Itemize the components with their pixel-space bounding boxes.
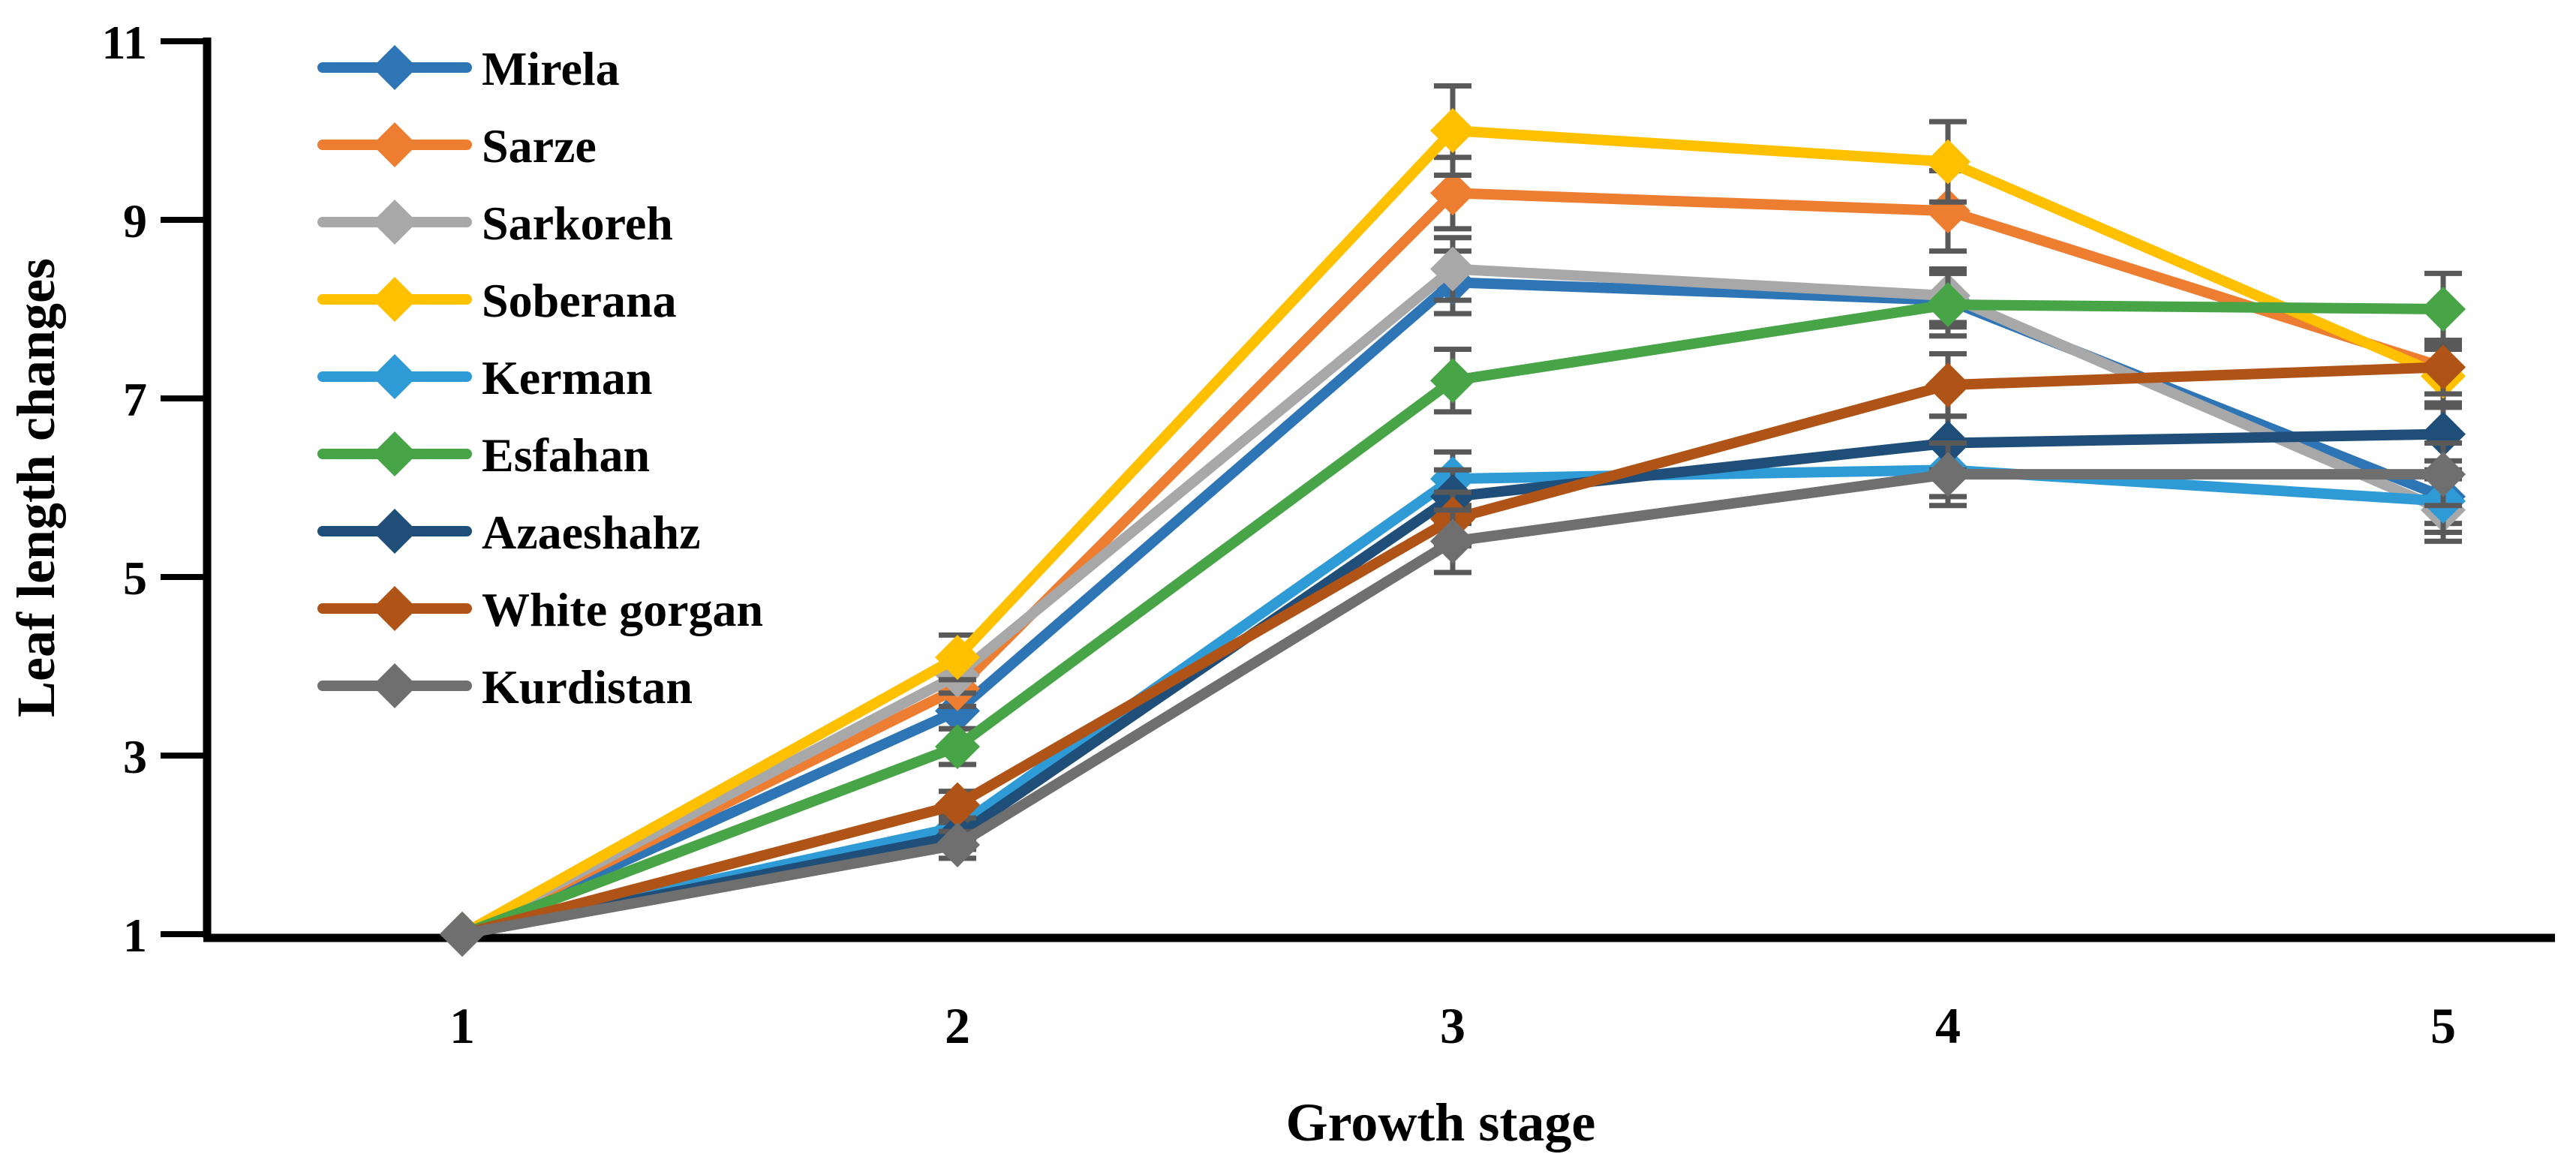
- x-tick-label: 5: [2430, 997, 2456, 1054]
- y-tick-label: 1: [123, 909, 147, 962]
- legend-swatch-marker: [372, 354, 417, 399]
- legend-item-mirela: Mirela: [317, 42, 620, 95]
- x-tick-label: 4: [1935, 997, 1961, 1054]
- legend-item-esfahan: Esfahan: [317, 428, 650, 482]
- data-point-esfahan-stage-2: [935, 724, 980, 770]
- data-point-esfahan-stage-3: [1430, 358, 1475, 404]
- x-axis: 1 2 3 4 5: [203, 933, 2555, 1054]
- data-point-kurdistan-stage-1: [440, 912, 485, 957]
- legend-item-sarze: Sarze: [317, 119, 597, 173]
- legend-label: Sarkoreh: [482, 197, 673, 250]
- legend-swatch-marker: [372, 509, 417, 554]
- legend: Mirela Sarze Sarkoreh Soberana Kerman Es…: [317, 42, 763, 714]
- y-tick-label: 11: [102, 16, 147, 69]
- data-point-sarze-stage-3: [1430, 170, 1475, 216]
- legend-label: Mirela: [482, 42, 620, 95]
- legend-swatch-marker: [372, 200, 417, 245]
- legend-item-azaeshahz: Azaeshahz: [317, 506, 701, 559]
- y-tick-label: 9: [123, 194, 147, 248]
- legend-swatch-marker: [372, 431, 417, 476]
- x-tick-label: 2: [945, 997, 970, 1054]
- y-axis-title: Leaf length changes: [6, 258, 66, 717]
- legend-label: Azaeshahz: [482, 506, 701, 559]
- legend-label: Kerman: [482, 351, 653, 404]
- legend-item-soberana: Soberana: [317, 274, 677, 327]
- data-point-kurdistan-stage-5: [2421, 452, 2466, 497]
- y-tick-label: 3: [123, 730, 147, 783]
- data-point-soberana-stage-3: [1430, 108, 1475, 153]
- legend-swatch-marker: [372, 122, 417, 167]
- x-axis-title: Growth stage: [1286, 1092, 1596, 1152]
- y-axis: 11 9 7 5 3 1: [102, 16, 212, 962]
- data-point-soberana-stage-4: [1925, 139, 1970, 185]
- data-point-white-gorgan-stage-2: [935, 782, 980, 828]
- series-kurdistan: [440, 440, 2466, 957]
- legend-item-kerman: Kerman: [317, 351, 653, 404]
- data-point-esfahan-stage-5: [2421, 287, 2466, 332]
- legend-swatch-marker: [372, 277, 417, 322]
- data-point-kurdistan-stage-2: [935, 822, 980, 867]
- data-point-kurdistan-stage-3: [1430, 518, 1475, 564]
- data-point-esfahan-stage-4: [1925, 282, 1970, 328]
- x-tick-label: 3: [1440, 997, 1465, 1054]
- legend-swatch-marker: [372, 45, 417, 90]
- legend-swatch-marker: [372, 586, 417, 631]
- data-point-sarkoreh-stage-3: [1430, 246, 1475, 292]
- legend-item-white-gorgan: White gorgan: [317, 583, 763, 636]
- data-point-kurdistan-stage-4: [1925, 452, 1970, 497]
- series-layer: [440, 83, 2466, 957]
- legend-item-kurdistan: Kurdistan: [317, 660, 693, 714]
- data-point-white-gorgan-stage-5: [2421, 344, 2466, 390]
- legend-swatch-marker: [372, 663, 417, 708]
- x-tick-label: 1: [449, 997, 475, 1054]
- y-tick-label: 5: [123, 551, 147, 605]
- legend-label: White gorgan: [482, 583, 763, 636]
- y-tick-label: 7: [123, 373, 147, 426]
- data-point-white-gorgan-stage-4: [1925, 362, 1970, 408]
- legend-label: Sarze: [482, 119, 597, 173]
- series-white-gorgan: [440, 338, 2466, 957]
- legend-label: Kurdistan: [482, 660, 693, 714]
- legend-item-sarkoreh: Sarkoreh: [317, 197, 673, 250]
- data-point-soberana-stage-2: [935, 635, 980, 681]
- legend-label: Esfahan: [482, 428, 650, 482]
- legend-label: Soberana: [482, 274, 677, 327]
